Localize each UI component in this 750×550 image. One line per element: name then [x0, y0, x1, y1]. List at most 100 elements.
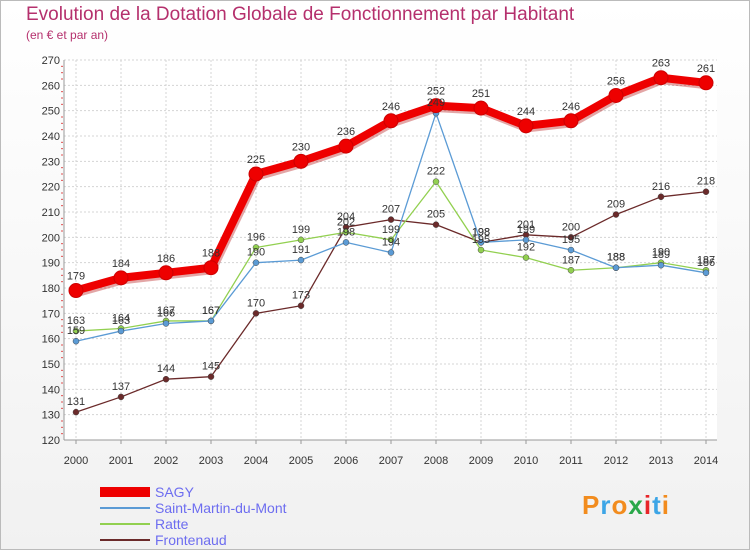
data-label: 192	[517, 242, 535, 254]
data-point	[162, 320, 170, 327]
data-label: 189	[652, 249, 670, 261]
logo-letter: P	[582, 490, 601, 520]
x-tick-label: 2014	[694, 455, 718, 467]
data-label: 201	[517, 219, 535, 231]
y-tick-label: 220	[42, 182, 60, 194]
data-label: 222	[427, 166, 445, 178]
data-point	[653, 70, 669, 86]
data-label: 173	[292, 290, 310, 302]
data-point	[387, 216, 395, 223]
legend-swatch	[100, 539, 150, 541]
data-label: 246	[562, 101, 580, 113]
data-label: 244	[517, 106, 535, 118]
data-point	[72, 337, 80, 345]
legend-item: Frontenaud	[100, 532, 360, 548]
legend-label: Frontenaud	[155, 532, 227, 548]
y-tick-label: 140	[42, 384, 60, 396]
data-label: 199	[382, 224, 400, 236]
data-point	[207, 373, 215, 380]
data-point	[432, 221, 440, 228]
data-point	[72, 408, 80, 416]
data-point	[72, 327, 80, 335]
data-label: 204	[337, 211, 355, 223]
data-label: 196	[247, 231, 265, 243]
logo-letter: r	[600, 490, 612, 520]
y-tick-label: 210	[42, 207, 60, 219]
data-label: 207	[382, 204, 400, 216]
data-labels: 179 184 186 188 225 230 236 246 252 251 244 246 256 2…	[67, 58, 715, 408]
data-label: 186	[157, 253, 175, 265]
data-label: 170	[247, 297, 265, 309]
y-tick-label: 180	[42, 283, 60, 295]
data-label: 164	[112, 313, 130, 325]
logo-letter: i	[643, 490, 653, 520]
data-label: 225	[247, 154, 265, 166]
data-point	[113, 270, 129, 286]
data-point	[698, 75, 714, 91]
legend-item: Saint-Martin-du-Mont	[100, 500, 360, 516]
data-point	[203, 260, 219, 276]
data-label: 261	[697, 63, 715, 75]
y-tick-label: 250	[42, 106, 60, 118]
data-label: 252	[427, 86, 445, 98]
y-tick-label: 230	[42, 156, 60, 168]
data-label: 167	[157, 305, 175, 317]
data-label: 184	[112, 258, 130, 270]
data-label: 145	[202, 361, 220, 373]
y-tick-label: 270	[42, 55, 60, 67]
x-tick-label: 2003	[199, 455, 223, 467]
data-point	[297, 256, 305, 264]
data-label: 195	[562, 234, 580, 246]
data-label: 198	[472, 226, 490, 238]
data-label: 191	[292, 244, 310, 256]
data-point	[293, 153, 309, 169]
data-label: 137	[112, 381, 130, 393]
data-label: 256	[607, 75, 625, 87]
data-label: 179	[67, 271, 85, 283]
data-label: 236	[337, 126, 355, 138]
data-point	[383, 113, 399, 129]
data-point	[68, 283, 84, 299]
data-label: 198	[337, 226, 355, 238]
x-tick-label: 2001	[109, 455, 133, 467]
data-label: 200	[562, 221, 580, 233]
y-tick-label: 120	[42, 435, 60, 447]
axes: 120 130 140 150 160 170 180 190 200 210 220 230 240 2…	[42, 55, 719, 467]
y-tick-label: 170	[42, 308, 60, 320]
data-point	[428, 98, 444, 114]
data-point	[657, 193, 665, 201]
data-point	[252, 310, 260, 317]
data-label: 249	[427, 97, 445, 109]
logo-letter: o	[611, 490, 629, 520]
data-label: 187	[697, 254, 715, 266]
data-point	[297, 302, 305, 309]
data-label: 190	[247, 247, 265, 259]
data-point	[248, 166, 264, 182]
data-label: 199	[292, 224, 310, 236]
data-point	[657, 261, 665, 269]
data-label: 144	[157, 363, 175, 375]
data-point	[612, 211, 620, 218]
data-label: 195	[472, 234, 490, 246]
data-point	[477, 246, 485, 254]
y-tick-label: 240	[42, 131, 60, 143]
legend-label: Saint-Martin-du-Mont	[155, 500, 287, 516]
data-point	[477, 239, 485, 246]
data-label: 205	[427, 209, 445, 221]
data-label: 216	[652, 181, 670, 193]
data-point	[387, 236, 395, 244]
chart-subtitle: (en € et par an)	[26, 28, 109, 42]
data-label: 188	[607, 252, 625, 264]
logo-letter: x	[628, 490, 644, 520]
logo-letter: i	[661, 490, 670, 520]
data-label: 131	[67, 396, 85, 408]
data-point	[563, 113, 579, 129]
data-label: 167	[202, 305, 220, 317]
data-point	[522, 254, 530, 261]
y-tick-label: 200	[42, 232, 60, 244]
legend-swatch	[100, 523, 150, 525]
x-tick-label: 2011	[559, 455, 583, 467]
data-point	[567, 267, 575, 274]
x-tick-label: 2009	[469, 455, 493, 467]
